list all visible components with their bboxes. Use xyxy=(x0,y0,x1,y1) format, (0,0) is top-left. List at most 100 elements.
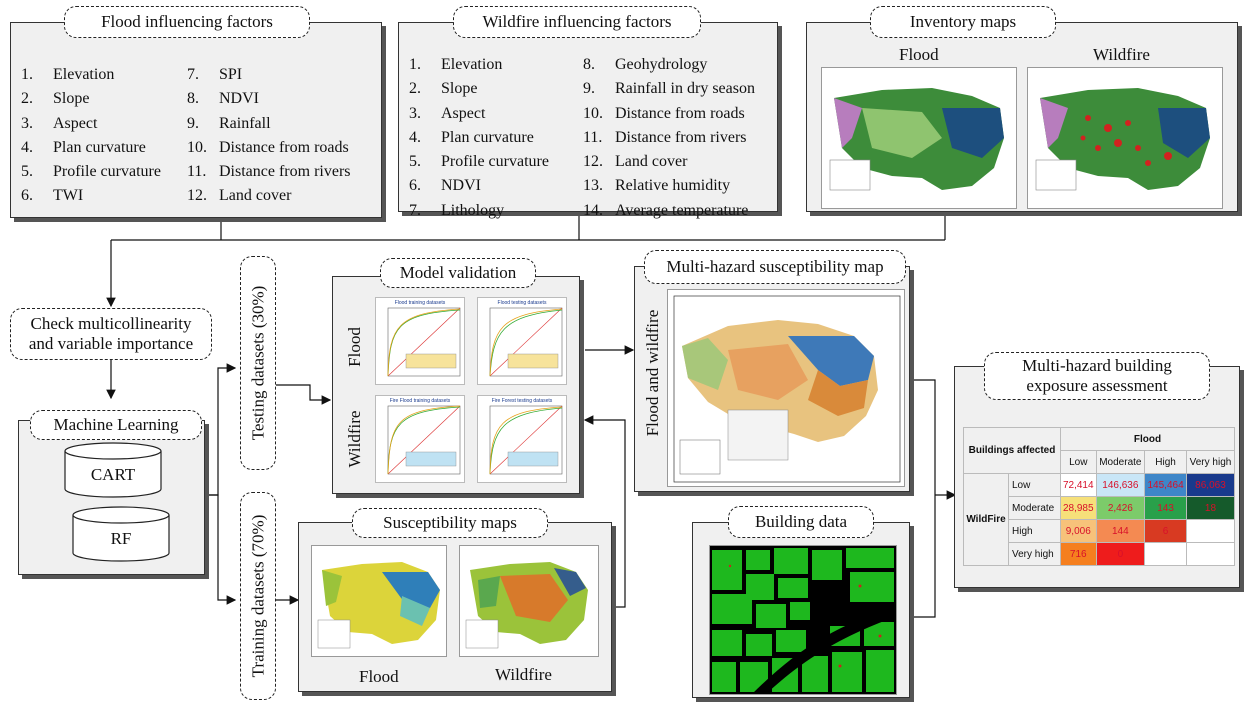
susceptibility-flood-label: Flood xyxy=(359,667,399,686)
exposure-row-header: Low xyxy=(1008,473,1061,497)
multi-hazard-map xyxy=(667,289,905,487)
exposure-panel: Buildings affected Flood Low Moderate High… xyxy=(954,366,1240,588)
factor-item: 9. Rainfall in dry season xyxy=(583,77,755,101)
factor-item: 7. Lithology xyxy=(409,199,549,223)
factor-number: 7. xyxy=(409,201,421,219)
rf-cylinder: RF xyxy=(71,505,171,563)
exposure-row: High 9,006 144 6 xyxy=(964,519,1236,543)
factor-item: 7. SPI xyxy=(187,63,351,87)
factor-number: 2. xyxy=(409,80,421,98)
flood-susceptibility-map xyxy=(311,545,447,657)
factor-label: Relative humidity xyxy=(615,177,731,195)
flood-factor-list-2: 7. SPI 8. NDVI 9. Rainfall 10. Distance from ro… xyxy=(187,63,351,209)
factor-label: Distance from rivers xyxy=(219,163,351,181)
exposure-col-header: Moderate xyxy=(1095,450,1146,474)
factor-item: 9. Rainfall xyxy=(187,112,351,136)
inventory-maps-panel: Flood Wildfire xyxy=(806,22,1238,212)
factor-number: 4. xyxy=(21,138,33,156)
factor-number: 12. xyxy=(187,187,207,205)
machine-learning-title: Machine Learning xyxy=(30,410,202,440)
factor-label: Lithology xyxy=(441,201,505,219)
factor-item: 2. Slope xyxy=(409,77,549,101)
inventory-flood-label: Flood xyxy=(899,45,939,64)
factor-label: Slope xyxy=(53,90,90,108)
machine-learning-panel: CART RF xyxy=(18,420,205,575)
factor-number: 1. xyxy=(409,56,421,73)
factor-item: 5. Profile curvature xyxy=(21,160,161,184)
exposure-row-header: Very high xyxy=(1008,542,1061,566)
testing-datasets-tag: Testing datasets (30%) xyxy=(240,256,276,470)
susceptibility-wildfire-label: Wildfire xyxy=(495,665,552,684)
factor-number: 2. xyxy=(21,90,33,108)
training-datasets-label: Training datasets (70%) xyxy=(248,514,267,678)
factor-label: Geohydrology xyxy=(615,56,708,73)
factor-item: 1. Elevation xyxy=(409,53,549,77)
factor-label: NDVI xyxy=(219,90,259,108)
exposure-col-header: Low xyxy=(1060,450,1097,474)
factor-number: 5. xyxy=(21,163,33,181)
factor-label: Rainfall in dry season xyxy=(615,80,755,98)
building-data-image xyxy=(709,545,897,695)
exposure-cell: 18 xyxy=(1185,496,1236,520)
factor-item: 4. Plan curvature xyxy=(21,136,161,160)
exposure-cell: 144 xyxy=(1095,519,1146,543)
factor-number: 9. xyxy=(187,114,199,132)
factor-label: Plan curvature xyxy=(53,138,146,156)
exposure-cell xyxy=(1185,542,1236,566)
check-line-2: and variable importance xyxy=(28,334,194,353)
factor-number: 11. xyxy=(187,163,207,181)
multi-hazard-map-title: Multi-hazard susceptibility map xyxy=(644,250,906,284)
check-line-1: Check multicollinearity xyxy=(30,314,192,334)
wildfire-susceptibility-map xyxy=(459,545,599,657)
factor-label: Elevation xyxy=(53,66,115,83)
factor-label: NDVI xyxy=(441,177,481,195)
roc-title-4: Fire Forest testing datasets xyxy=(491,398,553,404)
model-validation-title: Model validation xyxy=(380,258,536,288)
exposure-title: Multi-hazard building exposure assessmen… xyxy=(984,352,1210,400)
factor-number: 6. xyxy=(21,187,33,205)
multi-map-side-label: Flood and wildfire xyxy=(643,309,662,437)
factor-item: 11. Distance from rivers xyxy=(187,160,351,184)
exposure-row: WildFire Low 72,414 146,636 145,464 86,063 xyxy=(963,473,1236,566)
roc-wildfire-testing: Fire Forest testing datasets xyxy=(477,395,567,483)
factor-label: Elevation xyxy=(441,56,503,73)
exposure-cell: 145,464 xyxy=(1144,473,1187,497)
exposure-flood-header: Flood xyxy=(1060,427,1235,451)
factor-label: Aspect xyxy=(53,114,98,132)
factor-label: TWI xyxy=(53,187,84,205)
wildfire-factor-list-2: 8. Geohydrology 9. Rainfall in dry season 10… xyxy=(583,53,755,223)
factor-number: 5. xyxy=(409,153,421,171)
factor-label: Land cover xyxy=(219,187,292,205)
exposure-row-header: High xyxy=(1008,519,1061,543)
exposure-row: Very high 716 0 xyxy=(964,542,1236,566)
exposure-cell: 6 xyxy=(1144,519,1187,543)
factor-label: Average temperature xyxy=(615,201,749,219)
factor-number: 11. xyxy=(583,128,603,146)
roc-title-2: Flood testing datasets xyxy=(497,300,547,306)
wildfire-factor-list-1: 1. Elevation 2. Slope 3. Aspect 4. Plan curvatu… xyxy=(409,53,549,223)
susceptibility-maps-title: Susceptibility maps xyxy=(352,508,548,538)
factor-item: 4. Plan curvature xyxy=(409,126,549,150)
exposure-wildfire-header: WildFire xyxy=(963,473,1009,566)
factor-number: 3. xyxy=(409,104,421,122)
exposure-col-header: High xyxy=(1144,450,1187,474)
wildfire-factors-title: Wildfire influencing factors xyxy=(453,6,701,38)
flood-inventory-map xyxy=(821,67,1017,209)
factor-number: 3. xyxy=(21,114,33,132)
factor-label: SPI xyxy=(219,66,243,83)
factor-label: Distance from roads xyxy=(615,104,745,122)
factor-item: 3. Aspect xyxy=(409,102,549,126)
factor-item: 6. TWI xyxy=(21,184,161,208)
testing-datasets-label: Testing datasets (30%) xyxy=(248,285,268,441)
factor-item: 2. Slope xyxy=(21,87,161,111)
flood-factors-panel: 1. Elevation 2. Slope 3. Aspect 4. Plan curvatu… xyxy=(10,22,382,218)
factor-number: 12. xyxy=(583,153,603,171)
exposure-table: Buildings affected Flood Low Moderate High… xyxy=(963,427,1236,566)
factor-item: 10. Distance from roads xyxy=(583,102,755,126)
model-validation-panel: Flood Wildfire Flood training datasets F… xyxy=(332,276,580,494)
factor-label: Profile curvature xyxy=(53,163,161,181)
rf-label: RF xyxy=(110,529,132,548)
inventory-maps-title: Inventory maps xyxy=(870,6,1056,38)
factor-item: 5. Profile curvature xyxy=(409,150,549,174)
